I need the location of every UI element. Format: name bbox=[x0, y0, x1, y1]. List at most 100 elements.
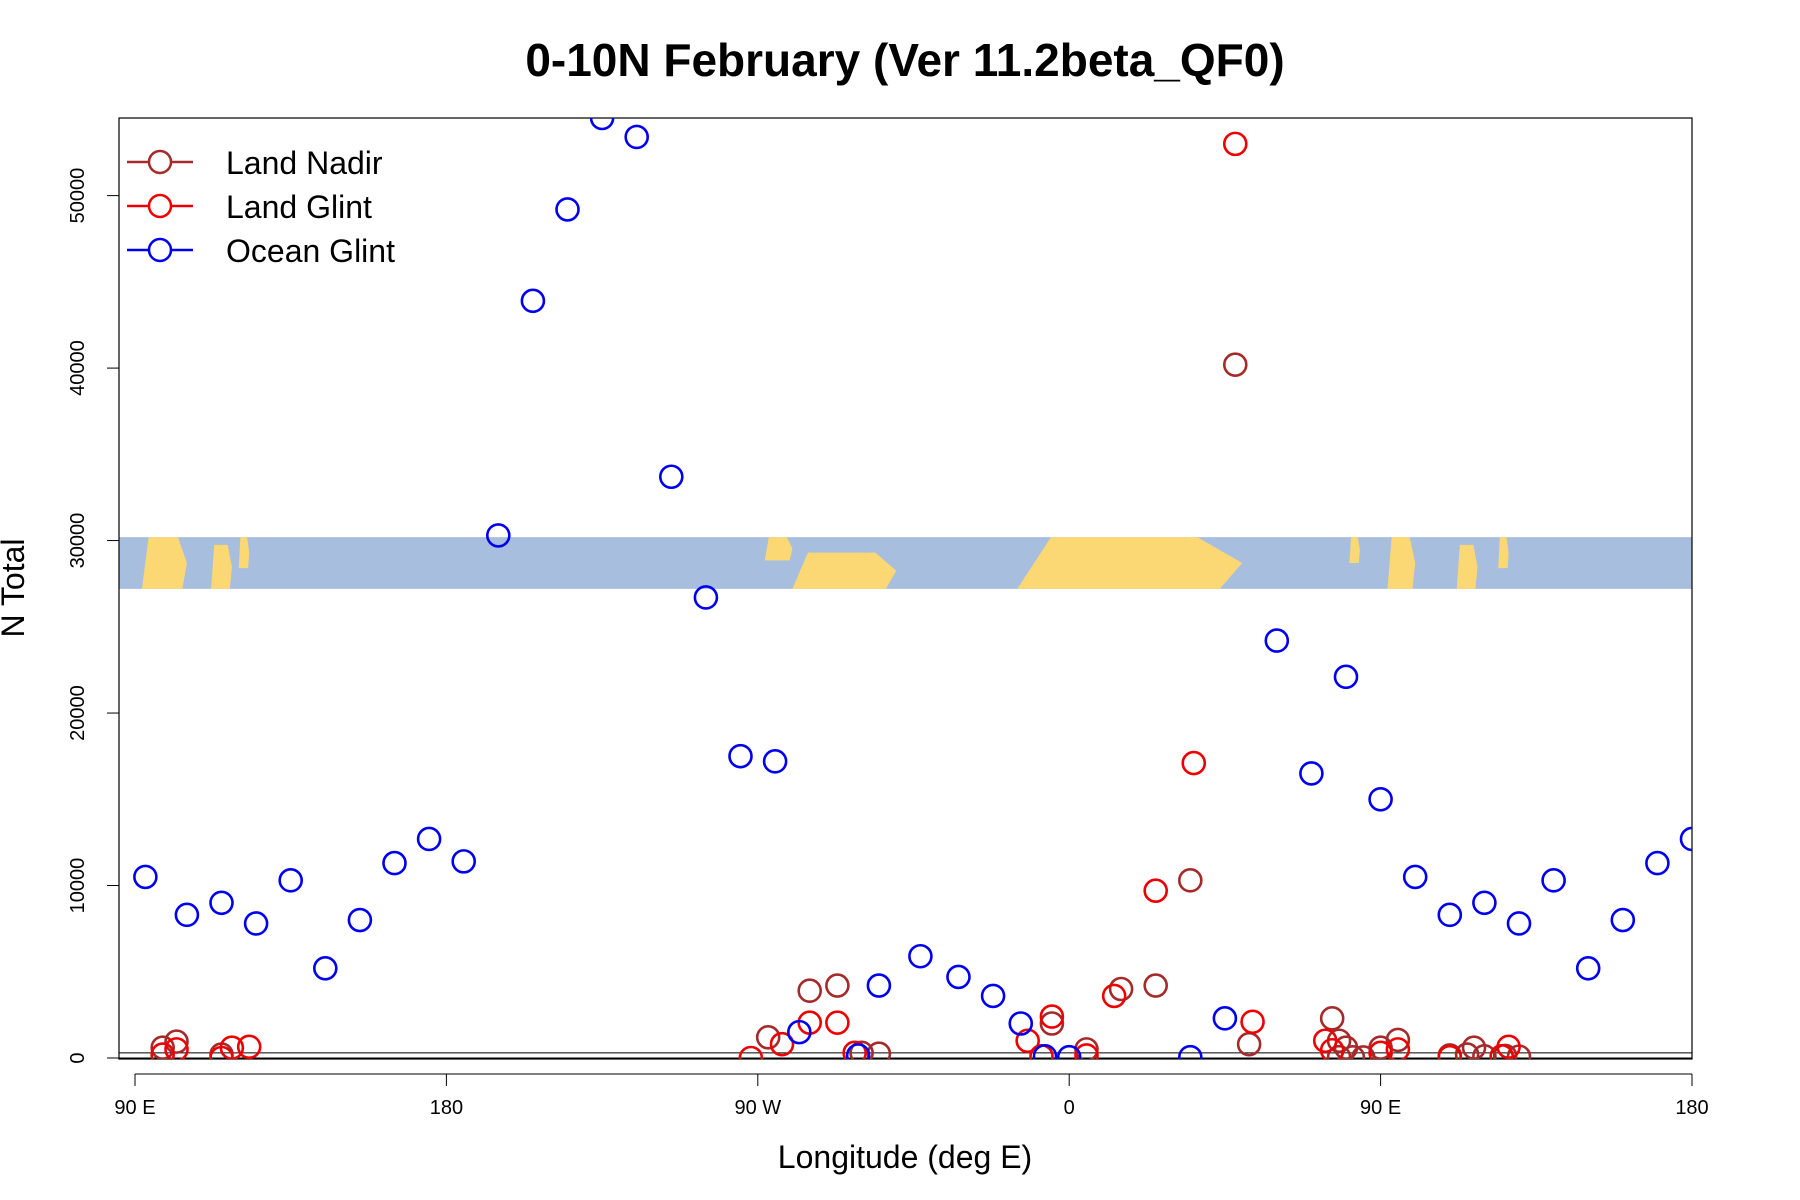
point-ocean-glint bbox=[946, 964, 971, 990]
point-ocean-glint bbox=[762, 749, 788, 774]
point-ocean-glint bbox=[1472, 890, 1497, 916]
point-land-nadir bbox=[150, 1035, 175, 1059]
point-land-nadir bbox=[866, 1041, 892, 1059]
point-land-glint bbox=[219, 1035, 245, 1059]
map-land bbox=[141, 537, 1509, 589]
legend-marker-ocean-glint bbox=[147, 237, 173, 263]
chart-title: 0-10N February (Ver 11.2beta_QF0) bbox=[525, 34, 1284, 86]
x-tick-label: 180 bbox=[1675, 1097, 1708, 1119]
series-land-glint bbox=[150, 131, 1521, 1059]
point-land-glint bbox=[164, 1037, 189, 1059]
point-ocean-glint bbox=[1264, 628, 1290, 653]
series-land-nadir bbox=[150, 352, 1532, 1059]
point-ocean-glint bbox=[1645, 850, 1670, 876]
legend-item-land-glint: Land Glint bbox=[127, 189, 372, 225]
point-ocean-glint bbox=[243, 911, 269, 936]
legend-marker-land-nadir bbox=[147, 149, 173, 175]
point-land-glint bbox=[1222, 131, 1248, 157]
legend-item-land-nadir: Land Nadir bbox=[127, 145, 383, 181]
land-borneo-2 bbox=[1456, 544, 1478, 589]
x-tick-label: 90 E bbox=[1360, 1097, 1401, 1119]
point-ocean-glint bbox=[451, 849, 477, 874]
point-land-glint bbox=[1368, 1040, 1393, 1059]
point-land-glint bbox=[1240, 1009, 1265, 1035]
point-ocean-glint bbox=[787, 1019, 812, 1045]
point-land-nadir bbox=[164, 1029, 189, 1054]
x-axis-label: Longitude (deg E) bbox=[778, 1139, 1032, 1175]
y-tick-label: 20000 bbox=[67, 685, 89, 741]
point-land-glint bbox=[1101, 983, 1127, 1009]
point-land-nadir bbox=[797, 978, 823, 1004]
point-ocean-glint bbox=[1437, 902, 1463, 928]
land-sri-lanka bbox=[1349, 537, 1360, 563]
point-ocean-glint bbox=[1575, 956, 1601, 981]
land-south-america bbox=[792, 552, 897, 589]
point-land-glint bbox=[1496, 1034, 1521, 1059]
point-ocean-glint bbox=[866, 973, 892, 998]
y-tick-label: 30000 bbox=[67, 513, 89, 569]
point-land-glint bbox=[825, 1010, 850, 1035]
x-axis: 90 E 180 90 W 0 90 E 180 bbox=[114, 1073, 1709, 1119]
land-sumatra-1 bbox=[141, 537, 187, 589]
y-tick-label: 40000 bbox=[67, 340, 89, 396]
point-land-glint bbox=[1181, 750, 1207, 776]
point-land-glint bbox=[1143, 878, 1168, 903]
land-africa bbox=[1017, 537, 1243, 589]
point-ocean-glint bbox=[1212, 1006, 1238, 1031]
point-land-nadir bbox=[1454, 1042, 1480, 1059]
point-ocean-glint bbox=[658, 464, 684, 490]
point-land-nadir bbox=[1236, 1031, 1262, 1057]
point-land-glint bbox=[150, 1042, 175, 1059]
point-land-glint bbox=[769, 1031, 795, 1057]
point-ocean-glint bbox=[980, 983, 1006, 1009]
point-ocean-glint bbox=[1402, 864, 1428, 890]
map-band bbox=[119, 537, 1692, 589]
land-borneo-1 bbox=[211, 544, 232, 589]
point-land-nadir bbox=[1385, 1027, 1411, 1053]
land-malay-2 bbox=[1387, 537, 1416, 589]
point-land-nadir bbox=[755, 1025, 781, 1050]
land-central-america bbox=[764, 537, 793, 561]
y-axis-label: N Total bbox=[0, 538, 31, 637]
land-philippines-2 bbox=[1498, 537, 1509, 569]
point-ocean-glint bbox=[1008, 1011, 1034, 1036]
point-ocean-glint bbox=[555, 197, 580, 222]
point-ocean-glint bbox=[174, 902, 200, 928]
point-ocean-glint bbox=[312, 956, 338, 981]
point-land-nadir bbox=[825, 973, 850, 998]
legend: Land Nadir Land Glint Ocean Glint bbox=[127, 145, 395, 269]
map-ocean bbox=[119, 537, 1692, 589]
point-ocean-glint bbox=[416, 826, 442, 852]
point-ocean-glint bbox=[1032, 1043, 1058, 1059]
point-land-glint bbox=[1039, 1004, 1065, 1029]
point-land-nadir bbox=[849, 1040, 874, 1059]
point-ocean-glint bbox=[589, 118, 615, 131]
point-ocean-glint bbox=[1368, 786, 1393, 812]
point-ocean-glint bbox=[520, 288, 546, 314]
point-land-glint bbox=[1015, 1028, 1040, 1054]
point-ocean-glint bbox=[1299, 761, 1324, 786]
y-axis: 0 10000 20000 30000 40000 50000 bbox=[67, 168, 120, 1064]
point-ocean-glint bbox=[485, 523, 511, 548]
point-land-glint bbox=[842, 1040, 867, 1059]
x-tick-label: 90 E bbox=[114, 1097, 155, 1119]
point-ocean-glint bbox=[908, 943, 933, 969]
y-tick-label: 50000 bbox=[67, 168, 89, 224]
point-ocean-glint bbox=[133, 864, 158, 890]
point-ocean-glint bbox=[1610, 907, 1636, 933]
point-ocean-glint bbox=[1178, 1044, 1203, 1059]
point-ocean-glint bbox=[1679, 826, 1692, 852]
legend-label-ocean-glint: Ocean Glint bbox=[226, 233, 395, 269]
x-tick-label: 180 bbox=[430, 1097, 463, 1119]
point-land-nadir bbox=[1319, 1006, 1345, 1031]
x-tick-label: 90 W bbox=[734, 1097, 781, 1119]
point-ocean-glint bbox=[382, 850, 407, 876]
point-land-glint bbox=[1074, 1043, 1099, 1059]
point-ocean-glint bbox=[728, 743, 753, 769]
legend-label-land-glint: Land Glint bbox=[226, 189, 372, 225]
point-ocean-glint bbox=[1541, 868, 1566, 893]
point-ocean-glint bbox=[209, 890, 234, 916]
point-ocean-glint bbox=[347, 907, 373, 933]
point-land-glint bbox=[1437, 1044, 1463, 1059]
